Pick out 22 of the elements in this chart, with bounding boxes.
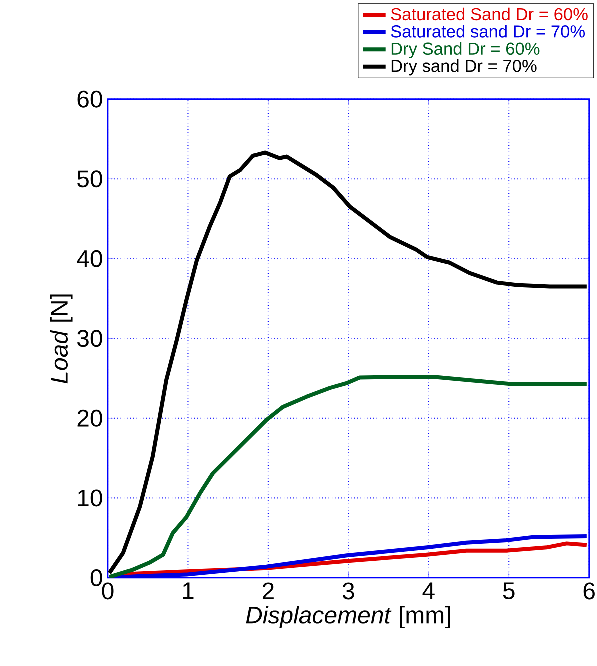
- x-tick-label: 2: [262, 582, 274, 600]
- y-tick-label: 0: [90, 569, 102, 586]
- y-tick-label: 60: [78, 90, 102, 108]
- y-tick-label: 40: [77, 250, 102, 268]
- x-tick-label: 3: [342, 582, 354, 600]
- x-tick-label: 6: [584, 582, 595, 600]
- legend-label: Saturated Sand Dr = 60%: [391, 8, 588, 21]
- x-tick-label: 1: [183, 582, 194, 600]
- x-tick-label: 5: [503, 582, 515, 600]
- y-tick-label: 20: [78, 410, 102, 427]
- line-series: [108, 374, 589, 578]
- y-tick-label: 30: [78, 330, 102, 348]
- x-tick-label: 4: [422, 582, 435, 600]
- legend-label: Dry sand Dr = 70%: [392, 60, 537, 76]
- x-tick-label: 0: [102, 582, 114, 600]
- y-tick-label: 10: [78, 490, 102, 507]
- legend-label: Dry Sand Dr = 60%: [392, 42, 540, 58]
- legend-label: Saturated sand Dr = 70%: [391, 25, 586, 38]
- x-axis-title: Displacement [mm]: [246, 606, 450, 629]
- y-axis-title: Load [N]: [50, 294, 73, 384]
- y-tick-label: 50: [78, 170, 102, 188]
- line-series: [108, 534, 589, 578]
